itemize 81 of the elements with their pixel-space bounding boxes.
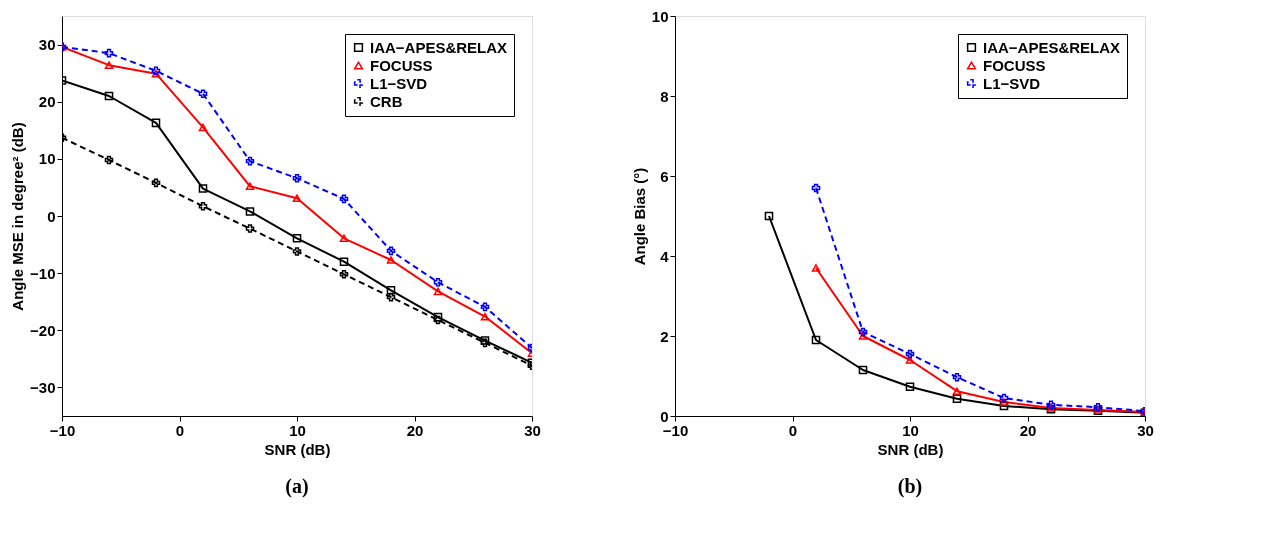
point — [292, 174, 302, 183]
point — [764, 211, 774, 221]
point — [245, 207, 255, 216]
x-tick-label: 10 — [902, 421, 919, 439]
point — [339, 234, 349, 243]
x-tick-label: 30 — [1137, 421, 1154, 439]
legend-label: L1−SVD — [983, 74, 1041, 92]
y-tick-label: 0 — [47, 207, 56, 225]
point — [999, 393, 1009, 403]
y-tick-label: −30 — [30, 378, 56, 396]
point — [386, 256, 396, 264]
point — [198, 123, 208, 132]
point — [339, 194, 349, 204]
point — [245, 156, 255, 166]
legend-label: FOCUSS — [983, 56, 1046, 74]
point — [245, 224, 255, 233]
point — [104, 155, 114, 165]
point — [339, 270, 349, 279]
point — [858, 365, 868, 375]
x-axis-title: SNR (dB) — [264, 440, 331, 458]
point — [480, 312, 490, 321]
y-tick-label: 6 — [660, 167, 669, 185]
point — [952, 387, 962, 396]
point — [104, 91, 114, 101]
y-tick-label: 0 — [660, 407, 669, 425]
legend-label: L1−SVD — [370, 74, 428, 92]
point — [104, 61, 114, 69]
point — [198, 202, 208, 211]
x-tick-label: 10 — [289, 421, 306, 439]
y-tick-label: 10 — [38, 150, 56, 168]
text: (a) — [285, 475, 309, 498]
point — [858, 332, 868, 340]
y-tick-label: 8 — [660, 87, 669, 105]
point — [292, 194, 302, 203]
point — [104, 48, 114, 58]
point — [433, 278, 443, 287]
y-tick-label: 30 — [38, 36, 56, 54]
text: (b) — [897, 475, 923, 498]
x-tick-label: 30 — [524, 421, 541, 439]
point — [292, 234, 302, 243]
y-tick-label: 20 — [38, 93, 56, 111]
point — [905, 382, 915, 392]
x-tick-label: 0 — [175, 421, 185, 439]
point — [811, 264, 821, 272]
point — [999, 401, 1009, 411]
y-tick-label: 4 — [660, 247, 670, 265]
legend-label: CRB — [370, 92, 403, 110]
point — [905, 349, 915, 359]
point — [339, 257, 349, 266]
point — [858, 327, 868, 337]
legend-label: FOCUSS — [370, 56, 433, 74]
point — [905, 356, 915, 364]
legend-label: IAA−APES&RELAX — [983, 38, 1121, 56]
point — [952, 372, 962, 382]
point — [245, 182, 255, 191]
point — [386, 292, 396, 302]
point — [151, 178, 161, 188]
point — [198, 184, 208, 193]
x-tick-label: 20 — [1019, 421, 1037, 439]
y-tick-label: 10 — [651, 7, 669, 25]
point — [480, 302, 490, 312]
x-tick-label: 0 — [788, 421, 798, 439]
point — [292, 247, 302, 256]
point — [151, 118, 161, 128]
y-axis-title: Angle Bias (°) — [630, 167, 648, 266]
y-tick-label: 2 — [660, 327, 669, 345]
point — [952, 394, 962, 404]
x-tick-label: −10 — [49, 421, 76, 439]
point — [811, 183, 821, 193]
point — [386, 246, 396, 256]
y-tick-label: −10 — [30, 264, 56, 282]
point — [386, 286, 396, 295]
x-tick-label: 20 — [406, 421, 424, 439]
y-axis-title: Angle MSE in degree² (dB) — [9, 122, 27, 311]
point — [811, 335, 821, 345]
point — [433, 287, 443, 296]
y-tick-label: −20 — [30, 321, 56, 339]
point — [198, 89, 208, 98]
legend-label: IAA−APES&RELAX — [370, 38, 508, 56]
x-axis-title: SNR (dB) — [877, 440, 944, 458]
point — [999, 398, 1009, 406]
